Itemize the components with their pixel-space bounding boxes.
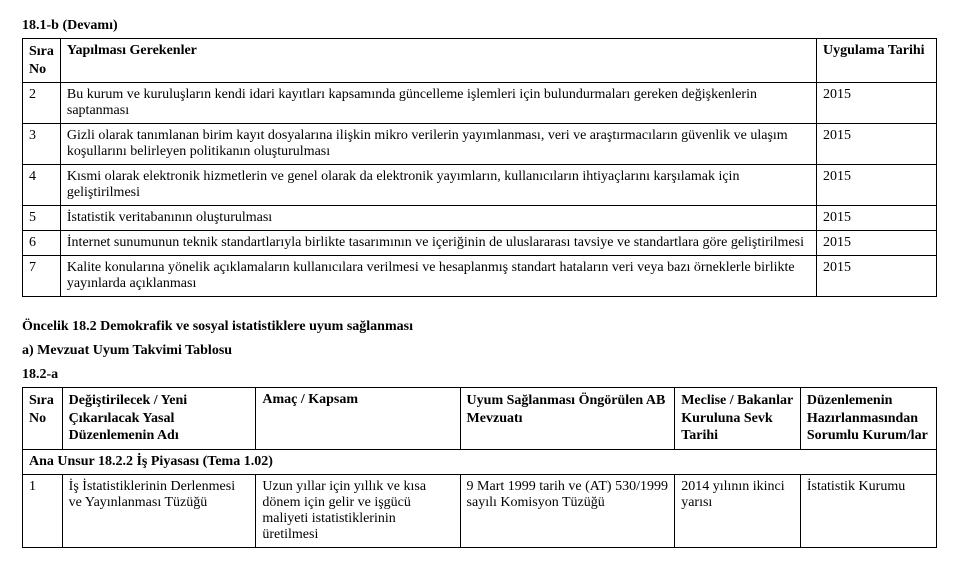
cell-no: 2 [23,83,61,124]
ana-unsur-cell: Ana Unsur 18.2.2 İş Piyasası (Tema 1.02) [23,449,937,474]
cell-no: 7 [23,256,61,297]
col-header-4: Uyum Sağlanması Öngörülen AB Mevzuatı [460,388,675,450]
table-row: 7 Kalite konularına yönelik açıklamaları… [23,256,937,297]
cell-date: 2015 [817,206,937,231]
cell-date: 2015 [817,124,937,165]
col-header-5: Meclise / Bakanlar Kuruluna Sevk Tarihi [675,388,801,450]
cell-task: Bu kurum ve kuruluşların kendi idari kay… [60,83,816,124]
table-legislation: Sıra No Değiştirilecek / Yeni Çıkarılaca… [22,387,937,548]
cell-task: İstatistik veritabanının oluşturulması [60,206,816,231]
col-header-2: Değiştirilecek / Yeni Çıkarılacak Yasal … [62,388,256,450]
table-header-row: Sıra No Yapılması Gerekenler Uygulama Ta… [23,39,937,83]
subsection-heading: a) Mevzuat Uyum Takvimi Tablosu [22,343,937,359]
col-header-date: Uygulama Tarihi [817,39,937,83]
cell-no: 5 [23,206,61,231]
cell-task: Kısmi olarak elektronik hizmetlerin ve g… [60,165,816,206]
cell-no: 4 [23,165,61,206]
cell-no: 3 [23,124,61,165]
table-row: 3 Gizli olarak tanımlanan birim kayıt do… [23,124,937,165]
table-row: 2 Bu kurum ve kuruluşların kendi idari k… [23,83,937,124]
table-row: 5 İstatistik veritabanının oluşturulması… [23,206,937,231]
table-row: 6 İnternet sunumunun teknik standartları… [23,231,937,256]
col-header-no: Sıra No [23,39,61,83]
cell-no: 6 [23,231,61,256]
col-header-task: Yapılması Gerekenler [60,39,816,83]
priority-heading: Öncelik 18.2 Demokrafik ve sosyal istati… [22,319,937,335]
cell-task: Gizli olarak tanımlanan birim kayıt dosy… [60,124,816,165]
cell-date: 2015 [817,83,937,124]
table-row: 4 Kısmi olarak elektronik hizmetlerin ve… [23,165,937,206]
cell-task: İnternet sunumunun teknik standartlarıyl… [60,231,816,256]
cell-date: 2015 [817,231,937,256]
table-section-row: Ana Unsur 18.2.2 İş Piyasası (Tema 1.02) [23,449,937,474]
cell-date: 2015 [817,256,937,297]
section2-code: 18.2-a [22,367,937,383]
col-header-6: Düzenlemenin Hazırlanmasından Sorumlu Ku… [800,388,936,450]
table-tasks: Sıra No Yapılması Gerekenler Uygulama Ta… [22,38,937,297]
col-header-3: Amaç / Kapsam [256,388,460,450]
cell-task: Kalite konularına yönelik açıklamaların … [60,256,816,297]
col-header-no: Sıra No [23,388,63,450]
cell-date: 2015 [817,165,937,206]
section1-code: 18.1-b (Devamı) [22,18,937,34]
table-header-row: Sıra No Değiştirilecek / Yeni Çıkarılaca… [23,388,937,450]
